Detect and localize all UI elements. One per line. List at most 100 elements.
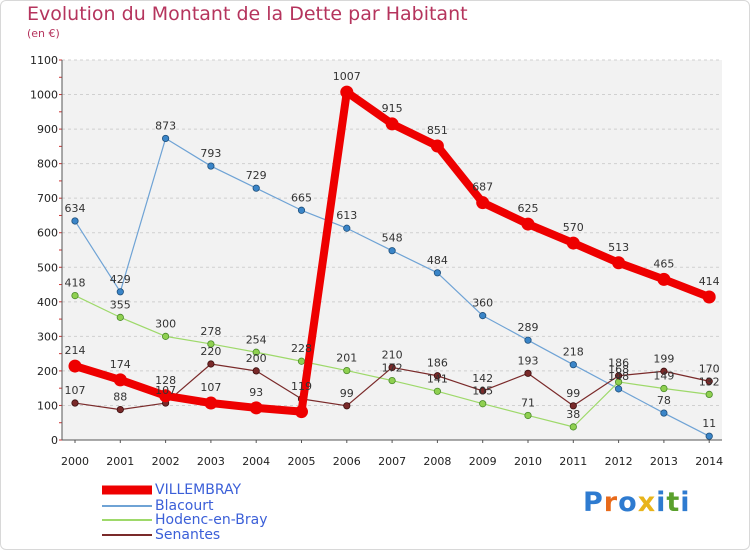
y-tick-label: 0	[51, 434, 58, 447]
data-label: 465	[653, 257, 674, 270]
y-tick-label: 800	[37, 158, 58, 171]
series-blacourt	[71, 134, 713, 440]
y-tick-label: 900	[37, 123, 58, 136]
series-villembray	[68, 85, 716, 419]
logo-letter: x	[637, 487, 657, 518]
data-point	[479, 312, 487, 320]
data-point	[430, 139, 444, 153]
data-label: 289	[518, 321, 539, 334]
data-label: 168	[608, 363, 629, 376]
data-point	[71, 291, 79, 300]
x-tick-label: 2009	[469, 455, 497, 468]
data-point	[660, 409, 668, 417]
data-point	[71, 217, 79, 225]
data-point	[252, 348, 260, 356]
data-label: 107	[65, 384, 86, 397]
x-tick-label: 2005	[288, 455, 316, 468]
data-label: 484	[427, 254, 448, 267]
data-label: 201	[336, 352, 357, 365]
data-label: 141	[427, 372, 448, 385]
data-label: 414	[699, 275, 720, 288]
data-point	[433, 269, 441, 277]
data-point	[702, 290, 716, 304]
x-tick-label: 2002	[152, 455, 180, 468]
data-label: 873	[155, 119, 176, 132]
series-senantes	[71, 360, 713, 414]
data-point	[116, 313, 124, 321]
x-tick-label: 2014	[695, 455, 723, 468]
x-tick-label: 2008	[423, 455, 451, 468]
legend-item: Senantes	[102, 527, 220, 543]
data-point	[569, 423, 577, 431]
x-tick-label: 2004	[242, 455, 270, 468]
axes: 0 100 200 300 400 500 600 700 800 900 1000 1100 2000…	[30, 54, 723, 468]
data-label: 186	[608, 357, 629, 370]
data-point	[705, 377, 713, 385]
data-point	[343, 224, 351, 232]
data-label: 142	[472, 372, 493, 385]
data-point	[116, 405, 124, 414]
data-label: 99	[340, 387, 354, 400]
data-point	[569, 402, 577, 410]
data-label: 634	[65, 202, 86, 215]
data-label: 300	[155, 317, 176, 330]
logo-letter: i	[680, 487, 691, 518]
data-point	[207, 340, 215, 348]
data-point	[433, 387, 441, 395]
data-label: 254	[246, 333, 267, 346]
data-label: 851	[427, 124, 448, 137]
data-point	[476, 196, 490, 210]
data-label: 38	[566, 408, 580, 421]
series-layer	[68, 85, 716, 440]
data-point	[521, 217, 535, 231]
data-label: 99	[566, 387, 580, 400]
legend-item: Blacourt	[102, 498, 214, 514]
data-point	[249, 401, 263, 415]
data-label: 149	[653, 370, 674, 383]
data-point	[524, 336, 532, 344]
x-tick-label: 2001	[106, 455, 134, 468]
data-label: 78	[657, 394, 671, 407]
legend-item: VILLEMBRAY	[102, 482, 241, 498]
x-tick-label: 2006	[333, 455, 361, 468]
data-point	[113, 373, 127, 387]
data-label: 1007	[333, 70, 361, 83]
data-label: 793	[200, 147, 221, 160]
data-point	[479, 400, 487, 408]
data-label: 613	[336, 209, 357, 222]
data-point	[660, 384, 668, 393]
y-tick-label: 200	[37, 365, 58, 378]
data-point	[569, 361, 577, 369]
data-point	[343, 366, 351, 375]
y-tick-label: 300	[37, 330, 58, 343]
data-point	[385, 117, 399, 131]
data-label: 128	[155, 374, 176, 387]
data-label: 199	[653, 352, 674, 365]
x-tick-label: 2007	[378, 455, 406, 468]
data-label: 220	[200, 345, 221, 358]
data-point	[162, 134, 170, 143]
x-tick-label: 2010	[514, 455, 542, 468]
data-label: 548	[382, 232, 403, 245]
data-label: 71	[521, 396, 535, 409]
data-label: 513	[608, 241, 629, 254]
data-label: 88	[113, 391, 127, 404]
data-label: 278	[200, 325, 221, 338]
data-point	[614, 372, 623, 380]
legend-item: Hodenc-en-Bray	[102, 512, 267, 528]
legend-label: Senantes	[155, 527, 220, 543]
data-label: 729	[246, 169, 267, 182]
data-point	[657, 272, 671, 286]
data-label: 172	[382, 362, 403, 375]
data-point	[297, 357, 306, 365]
data-point	[524, 411, 532, 420]
data-label: 174	[110, 358, 131, 371]
x-tick-label: 2013	[650, 455, 678, 468]
data-point	[660, 367, 668, 375]
data-label: 570	[563, 221, 584, 234]
data-label: 210	[382, 348, 403, 361]
y-tick-label: 700	[37, 192, 58, 205]
logo-letter: P	[583, 487, 604, 518]
